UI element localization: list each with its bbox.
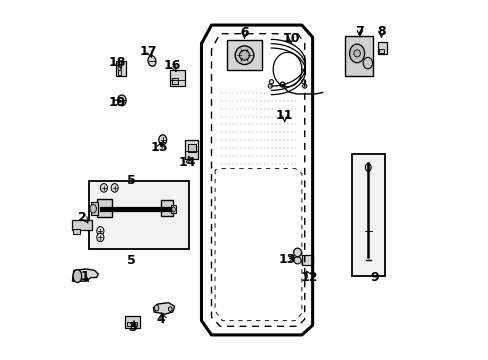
Ellipse shape <box>117 95 126 106</box>
Ellipse shape <box>302 84 306 88</box>
Ellipse shape <box>235 46 253 64</box>
Bar <box>132 322 137 326</box>
Ellipse shape <box>148 55 156 66</box>
Bar <box>379 49 383 53</box>
Bar <box>344 36 372 76</box>
Text: 3: 3 <box>128 321 137 334</box>
Ellipse shape <box>168 307 172 311</box>
Ellipse shape <box>90 204 96 213</box>
Ellipse shape <box>293 248 301 257</box>
Text: 19: 19 <box>108 96 125 109</box>
Bar <box>118 70 121 75</box>
Bar <box>169 69 184 86</box>
Ellipse shape <box>171 207 175 212</box>
Bar <box>172 78 178 84</box>
Text: 1: 1 <box>81 270 89 283</box>
Bar <box>351 154 384 276</box>
Bar <box>72 220 92 230</box>
Ellipse shape <box>154 305 159 311</box>
Text: 16: 16 <box>163 59 181 72</box>
Text: 17: 17 <box>140 45 157 58</box>
Ellipse shape <box>267 84 272 88</box>
Text: 14: 14 <box>178 156 196 169</box>
Ellipse shape <box>73 270 81 283</box>
Ellipse shape <box>111 184 118 192</box>
Ellipse shape <box>353 50 360 57</box>
Text: 5: 5 <box>127 174 136 187</box>
Bar <box>97 199 112 217</box>
Ellipse shape <box>97 226 104 235</box>
Bar <box>185 140 198 159</box>
Ellipse shape <box>365 163 370 171</box>
Ellipse shape <box>363 57 372 69</box>
Text: 11: 11 <box>275 109 293 122</box>
Bar <box>227 40 261 70</box>
Ellipse shape <box>118 66 121 71</box>
Bar <box>301 255 312 265</box>
Ellipse shape <box>239 50 249 60</box>
Text: 4: 4 <box>157 313 165 327</box>
Text: 12: 12 <box>301 271 318 284</box>
Polygon shape <box>153 303 174 314</box>
Text: 7: 7 <box>354 25 363 38</box>
Ellipse shape <box>301 80 305 84</box>
Text: 13: 13 <box>278 253 295 266</box>
Bar <box>125 316 140 328</box>
Text: 2: 2 <box>78 211 86 224</box>
Polygon shape <box>72 269 98 281</box>
Bar <box>126 322 131 326</box>
Bar <box>73 229 80 234</box>
Bar <box>187 144 195 152</box>
Ellipse shape <box>100 184 107 192</box>
Ellipse shape <box>97 233 104 242</box>
Bar <box>88 181 188 249</box>
Ellipse shape <box>349 44 364 63</box>
Ellipse shape <box>293 257 301 264</box>
Text: 6: 6 <box>240 27 248 40</box>
Text: 5: 5 <box>127 253 136 266</box>
Text: 9: 9 <box>369 271 378 284</box>
Ellipse shape <box>269 80 273 84</box>
Text: 10: 10 <box>282 32 299 45</box>
Text: 18: 18 <box>108 56 125 69</box>
Text: 8: 8 <box>376 25 385 38</box>
Bar <box>377 42 386 54</box>
Bar <box>116 61 125 76</box>
Text: 15: 15 <box>150 140 167 153</box>
Ellipse shape <box>280 82 285 87</box>
Ellipse shape <box>159 135 166 145</box>
Bar <box>161 200 172 216</box>
Bar <box>91 202 98 215</box>
Bar <box>171 205 176 213</box>
